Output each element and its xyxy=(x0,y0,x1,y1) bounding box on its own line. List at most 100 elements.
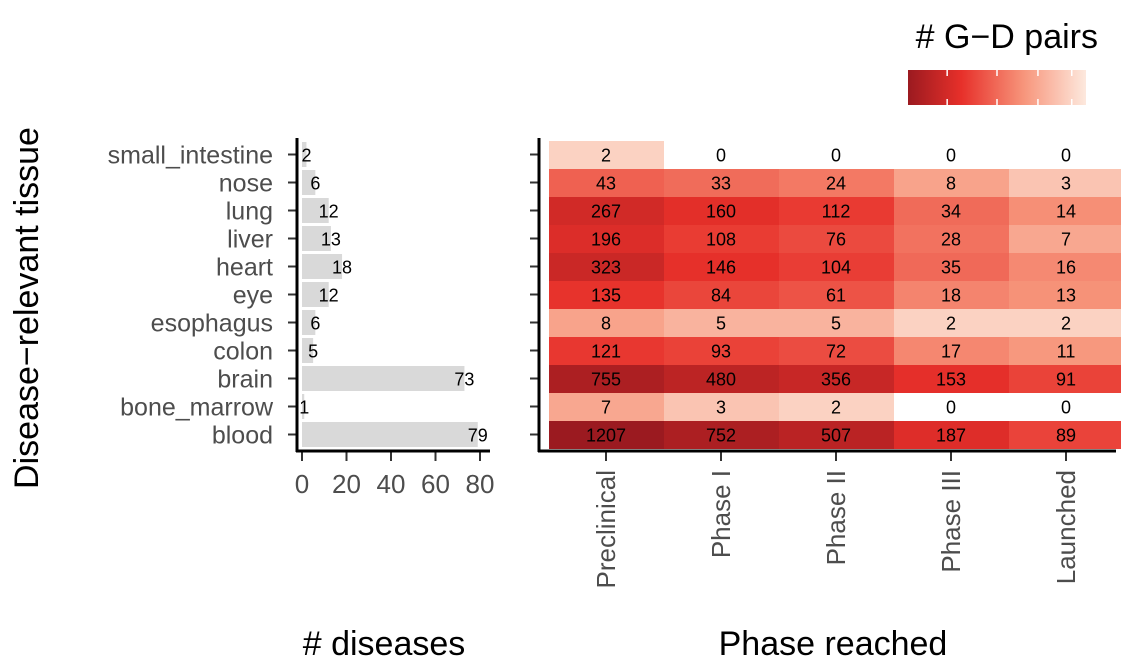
heatmap-cell-nose-phase-i xyxy=(664,169,779,197)
bar-x-tick-label-60: 60 xyxy=(421,469,450,499)
heatmap-cell-esophagus-phase-iii xyxy=(894,309,1009,337)
heatmap-cell-liver-preclinical xyxy=(549,225,664,253)
heatmap-x-tick-label-preclinical: Preclinical xyxy=(591,470,621,589)
heatmap-cell-label-liver-phase-ii: 76 xyxy=(826,230,846,250)
heatmap-cell-label-eye-launched: 13 xyxy=(1056,286,1076,306)
heatmap-cell-nose-preclinical xyxy=(549,169,664,197)
heatmap-x-axis-title: Phase reached xyxy=(719,625,948,663)
bar-small-intestine xyxy=(302,142,307,167)
heatmap-cell-brain-launched xyxy=(1009,365,1121,393)
y-tick-label-lung: lung xyxy=(226,198,273,226)
heatmap-cell-brain-phase-iii xyxy=(894,365,1009,393)
heatmap-cell-nose-launched xyxy=(1009,169,1121,197)
heatmap-cell-esophagus-preclinical xyxy=(549,309,664,337)
bar-value-label-lung: 12 xyxy=(319,202,339,222)
bar-brain xyxy=(302,366,465,391)
heatmap-cell-label-brain-phase-i: 480 xyxy=(706,370,736,390)
bar-value-label-liver: 13 xyxy=(321,230,341,250)
heatmap-cell-label-colon-launched: 11 xyxy=(1057,342,1076,362)
heatmap-cell-colon-phase-ii xyxy=(779,337,894,365)
y-tick-label-blood: blood xyxy=(212,422,273,450)
heatmap-x-tick-label-phase-i: Phase I xyxy=(706,470,736,558)
heatmap-cell-label-heart-preclinical: 323 xyxy=(591,258,621,278)
y-tick-label-nose: nose xyxy=(219,170,273,198)
heatmap-cell-small-intestine-phase-iii xyxy=(894,141,1009,169)
heatmap-cell-liver-phase-iii xyxy=(894,225,1009,253)
heatmap-cell-label-eye-phase-ii: 61 xyxy=(826,286,846,306)
y-tick-label-liver: liver xyxy=(227,226,273,254)
bar-x-tick-label-0: 0 xyxy=(295,469,309,499)
legend-title: # G−D pairs xyxy=(916,18,1098,56)
heatmap-cell-label-colon-phase-iii: 17 xyxy=(941,342,961,362)
heatmap-x-ticks: Preclinical Phase I Phase II Phase III Launc… xyxy=(591,452,1081,589)
heatmap-cell-eye-phase-ii xyxy=(779,281,894,309)
bar-value-label-colon: 5 xyxy=(308,342,318,362)
heatmap-cell-esophagus-phase-ii xyxy=(779,309,894,337)
heatmap-cell-label-blood-preclinical: 1207 xyxy=(586,426,626,446)
bar-labels-group: 2 6 12 13 18 12 6 5 73 1 79 xyxy=(299,146,488,446)
heatmap-cell-brain-preclinical xyxy=(549,365,664,393)
bar-value-label-nose: 6 xyxy=(310,174,320,194)
heatmap-cell-label-liver-preclinical: 196 xyxy=(591,230,621,250)
heatmap-cell-lung-preclinical xyxy=(549,197,664,225)
bar-value-label-small-intestine: 2 xyxy=(301,146,311,166)
heatmap-cell-colon-phase-iii xyxy=(894,337,1009,365)
heatmap-cell-label-small-intestine-phase-iii: 0 xyxy=(946,146,956,166)
heatmap-cell-label-small-intestine-preclinical: 2 xyxy=(601,146,611,166)
heatmap-cell-label-small-intestine-launched: 0 xyxy=(1061,146,1071,166)
heatmap-cell-brain-phase-ii xyxy=(779,365,894,393)
heatmap-cells xyxy=(549,141,1121,449)
heatmap-cell-liver-launched xyxy=(1009,225,1121,253)
heatmap-cell-label-nose-launched: 3 xyxy=(1061,174,1071,194)
heatmap-cell-heart-phase-i xyxy=(664,253,779,281)
heatmap-cell-liver-phase-i xyxy=(664,225,779,253)
y-tick-label-brain: brain xyxy=(217,366,273,394)
bar-value-label-eye: 12 xyxy=(319,286,339,306)
heatmap-cell-colon-phase-i xyxy=(664,337,779,365)
bar-y-ticks: small_intestinenoselungliverhearteyeesop… xyxy=(108,142,297,450)
bar-x-ticks: 0 20 40 60 80 xyxy=(295,452,494,499)
heatmap-x-tick-label-launched: Launched xyxy=(1051,470,1081,584)
heatmap-cell-blood-phase-iii xyxy=(894,421,1009,449)
heatmap-cell-label-esophagus-phase-i: 5 xyxy=(716,314,726,334)
heatmap-cell-label-heart-phase-ii: 104 xyxy=(821,258,851,278)
heatmap-cell-heart-launched xyxy=(1009,253,1121,281)
heatmap-cell-blood-phase-ii xyxy=(779,421,894,449)
bar-eye xyxy=(302,282,329,307)
heatmap-cell-small-intestine-phase-ii xyxy=(779,141,894,169)
heatmap-cell-label-colon-phase-ii: 72 xyxy=(826,342,846,362)
heatmap-cell-label-heart-phase-iii: 35 xyxy=(941,258,961,278)
heatmap-cell-lung-launched xyxy=(1009,197,1121,225)
heatmap-x-tick-label-phase-iii: Phase III xyxy=(936,470,966,573)
heatmap-cell-label-bone-marrow-phase-iii: 0 xyxy=(946,398,956,418)
heatmap-cell-label-nose-phase-iii: 8 xyxy=(946,174,956,194)
heatmap-cell-heart-phase-iii xyxy=(894,253,1009,281)
heatmap-cell-colon-launched xyxy=(1009,337,1121,365)
heatmap-cell-bone-marrow-preclinical xyxy=(549,393,664,421)
heatmap-cell-label-nose-phase-i: 33 xyxy=(711,174,731,194)
heatmap-cell-label-colon-preclinical: 121 xyxy=(591,342,621,362)
heatmap-cell-heart-phase-ii xyxy=(779,253,894,281)
bar-blood xyxy=(302,422,478,447)
heatmap-cell-label-esophagus-launched: 2 xyxy=(1061,314,1071,334)
bar-heart xyxy=(302,254,343,279)
heatmap-cell-label-colon-phase-i: 93 xyxy=(711,342,731,362)
heatmap-cell-label-lung-phase-i: 160 xyxy=(706,202,736,222)
heatmap-cell-bone-marrow-phase-iii xyxy=(894,393,1009,421)
bar-x-axis-title: # diseases xyxy=(303,625,466,663)
heatmap-cell-label-bone-marrow-launched: 0 xyxy=(1061,398,1071,418)
bar-esophagus xyxy=(302,310,316,335)
heatmap-cell-label-eye-phase-iii: 18 xyxy=(941,286,961,306)
bar-value-label-esophagus: 6 xyxy=(310,314,320,334)
heatmap-cell-label-bone-marrow-phase-i: 3 xyxy=(716,398,726,418)
heatmap-cell-label-nose-preclinical: 43 xyxy=(596,174,616,194)
heatmap-cell-label-blood-phase-ii: 507 xyxy=(821,426,851,446)
heatmap-cell-lung-phase-i xyxy=(664,197,779,225)
heatmap-cell-label-small-intestine-phase-ii: 0 xyxy=(831,146,841,166)
heatmap-cell-label-heart-phase-i: 146 xyxy=(706,258,736,278)
heatmap-cell-small-intestine-preclinical xyxy=(549,141,664,169)
heatmap-cell-label-blood-phase-iii: 187 xyxy=(936,426,966,446)
heatmap-cell-label-eye-preclinical: 135 xyxy=(591,286,621,306)
